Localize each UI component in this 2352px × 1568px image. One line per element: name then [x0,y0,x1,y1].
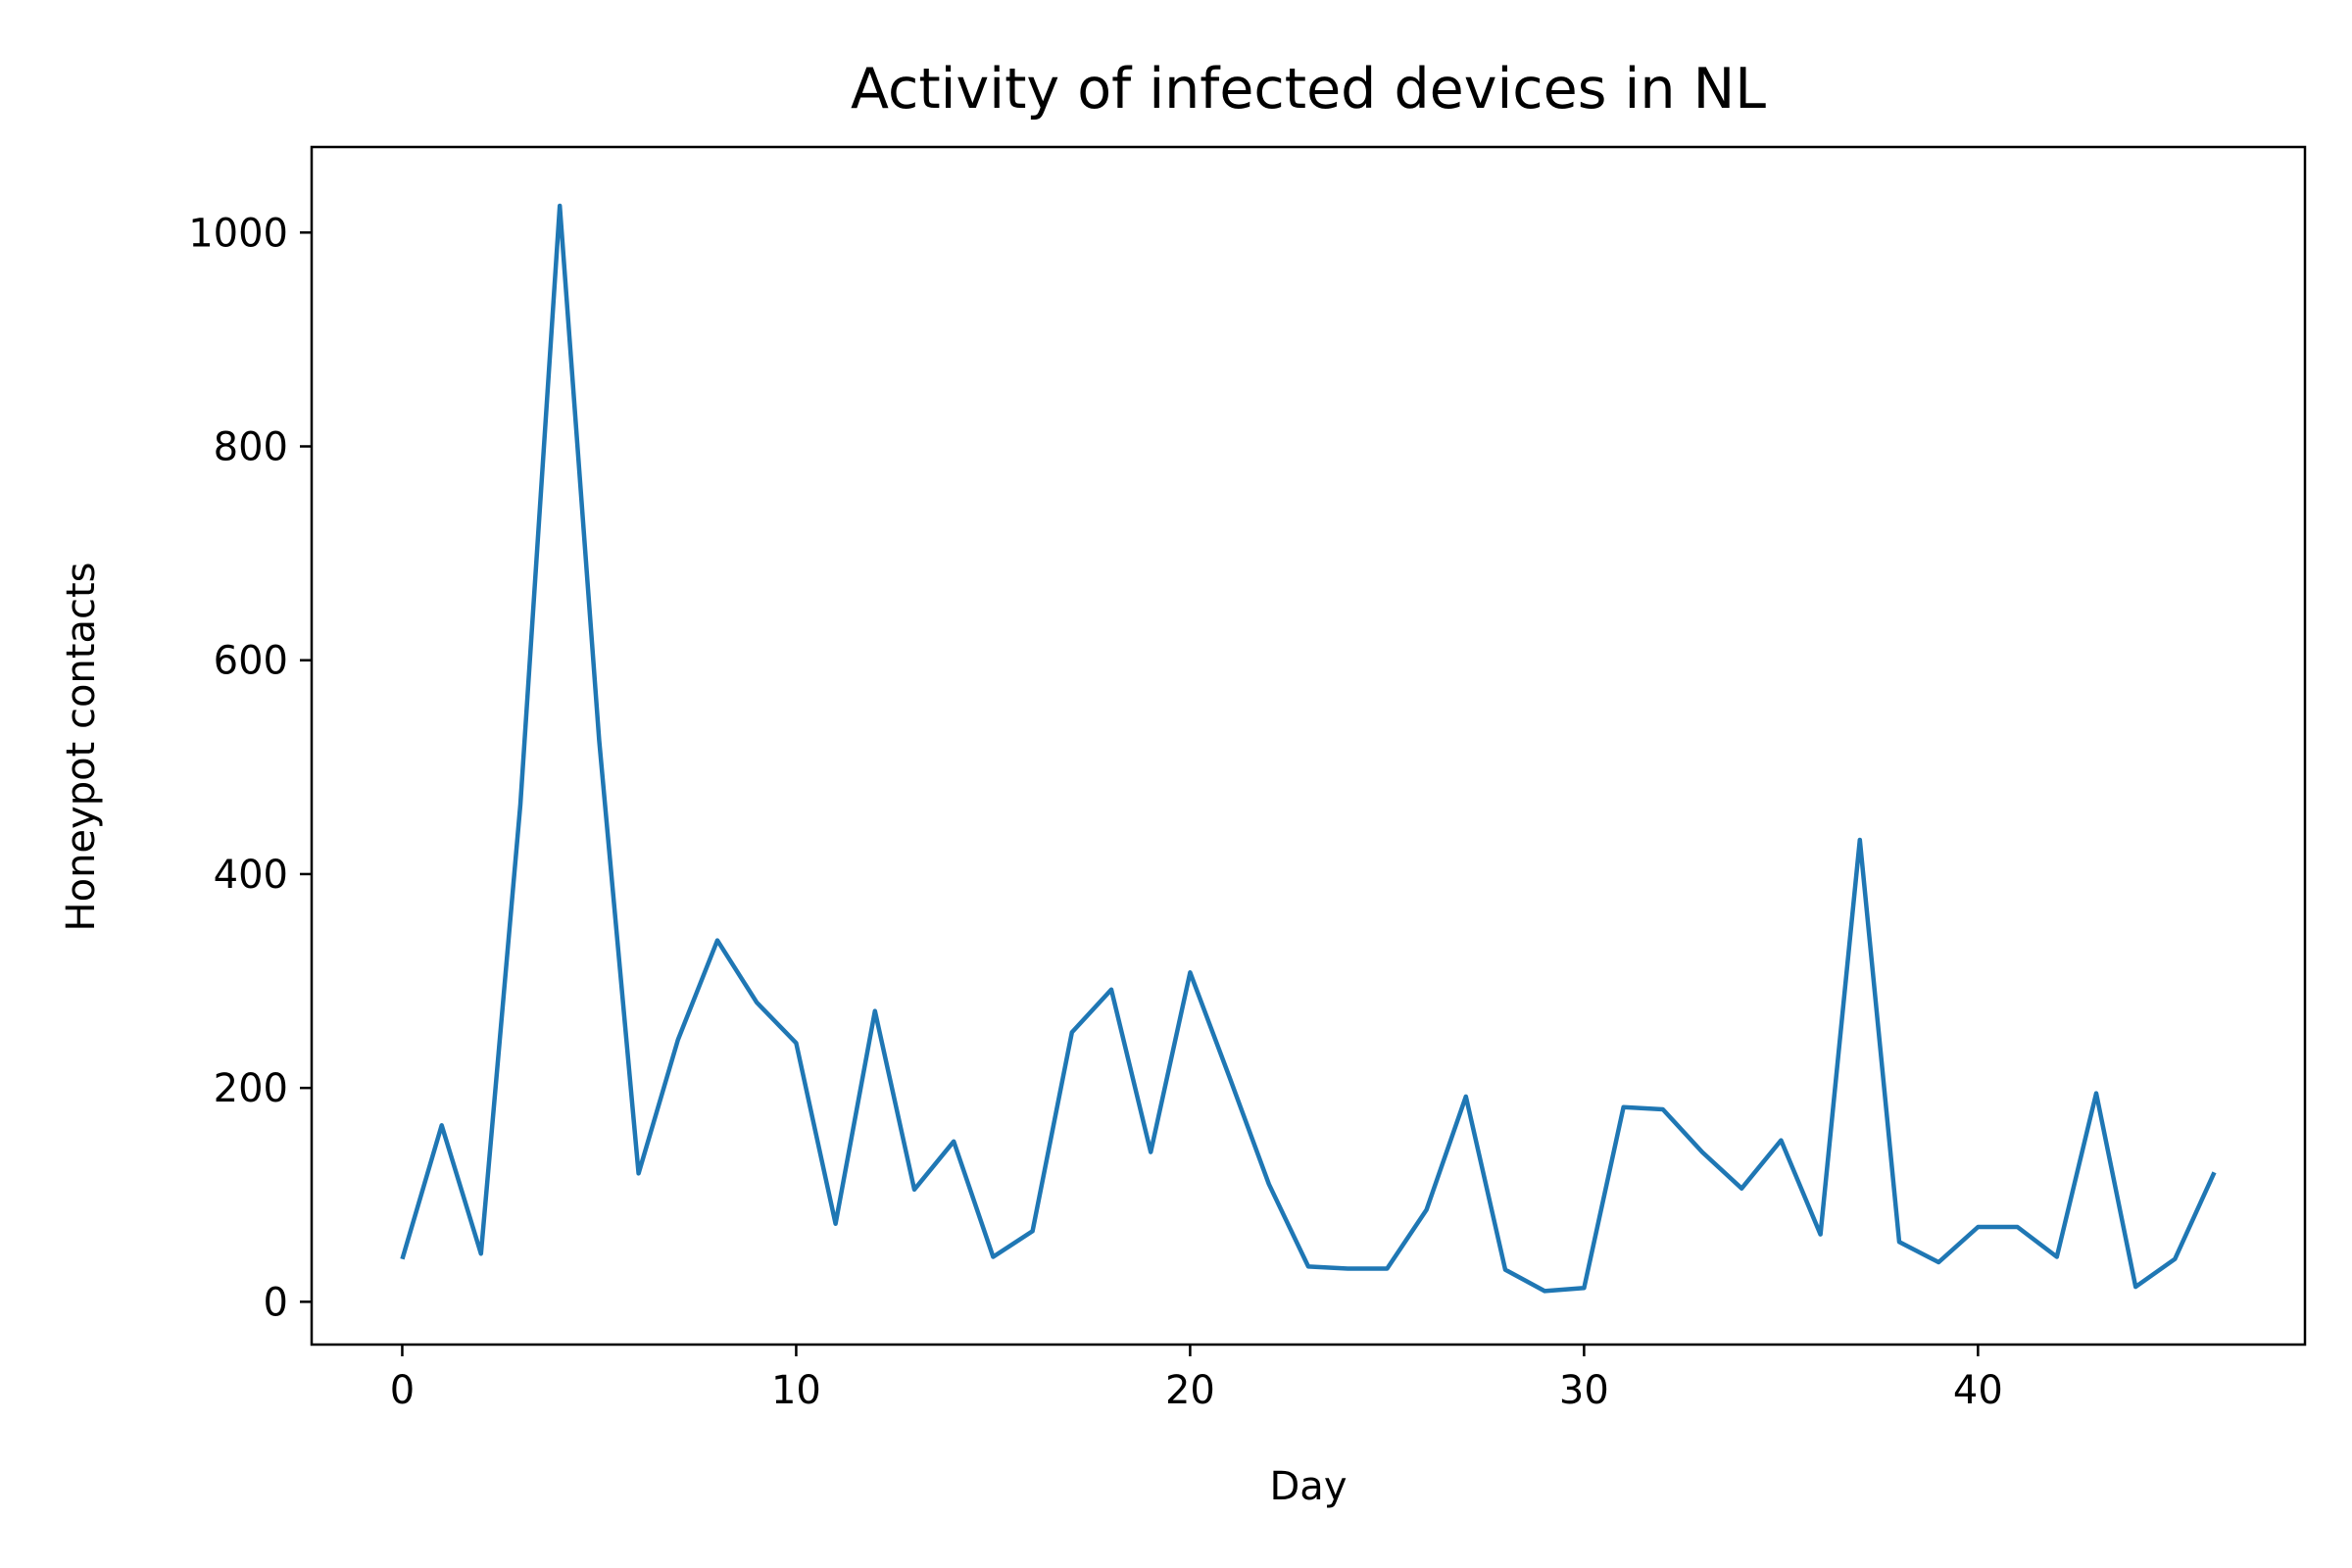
y-tick-label: 200 [214,1066,288,1111]
x-axis: 0 10 20 30 40 [390,1345,2003,1413]
x-tick-label: 40 [1953,1368,2003,1413]
series-line [400,203,2217,1294]
plot-area-frame [310,145,2307,1347]
x-tick-label: 30 [1559,1368,1609,1413]
y-tick-label: 400 [214,853,288,898]
y-tick-label: 1000 [188,211,288,256]
x-axis-label: Day [1270,1464,1348,1509]
y-tick-label: 0 [264,1280,288,1325]
y-tick-label: 600 [214,639,288,684]
y-tick-label: 800 [214,425,288,470]
chart-title: Activity of infected devices in NL [851,57,1766,122]
x-tick-label: 20 [1165,1368,1215,1413]
x-tick-label: 10 [771,1368,821,1413]
y-axis: 0 200 400 600 800 1000 [188,211,312,1325]
x-tick-label: 0 [390,1368,415,1413]
y-axis-label: Honeypot contacts [59,563,104,932]
